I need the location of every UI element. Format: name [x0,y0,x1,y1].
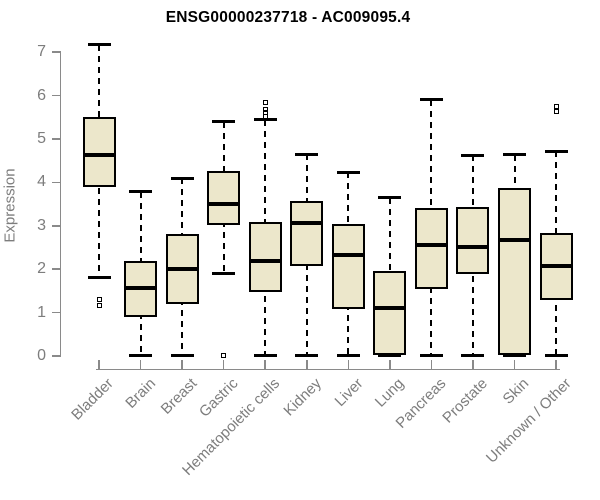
y-axis-tick-label: 5 [37,130,46,147]
x-axis-tick [472,360,474,369]
outlier-point [553,109,559,115]
whisker-cap-top [461,153,485,157]
iqr-box [456,206,490,274]
median-line [498,237,531,242]
whisker-cap-bottom [212,272,236,276]
y-axis-tick [52,138,61,140]
iqr-box [331,223,365,310]
y-axis-line [59,52,61,356]
x-axis-category-label: Breast [157,375,201,418]
y-axis-tick [52,51,61,53]
x-axis-tick [430,360,433,369]
median-line [82,153,116,158]
x-axis-category-label: Prostate [439,375,491,427]
y-axis-tick-label: 4 [37,173,46,191]
y-axis-tick [52,268,61,270]
median-line [414,243,448,248]
x-axis-category-label: Bladder [68,375,118,424]
x-axis-tick [139,360,142,369]
whisker-cap-top [544,149,568,153]
iqr-box [414,207,448,289]
y-axis-tick-label: 1 [37,303,46,321]
y-axis-tick [52,311,61,314]
median-line [207,202,241,207]
whisker-cap-bottom [419,353,443,357]
iqr-box [498,188,531,356]
x-axis-tick [222,360,225,369]
y-axis-tick-label: 2 [37,260,46,278]
median-line [331,253,365,258]
y-axis-tick [52,181,61,184]
outlier-point [96,303,102,309]
x-axis-category-label: Skin [499,375,533,408]
whisker-cap-bottom [336,353,360,357]
whisker-cap-bottom [544,353,568,357]
outlier-point [262,113,268,119]
chart-title: ENSG00000237718 - AC009095.4 [165,9,411,26]
whisker-cap-top [419,98,443,102]
iqr-box [290,200,324,266]
y-axis-tick-label: 0 [37,347,46,364]
outlier-point [96,297,102,303]
x-axis-tick [347,360,350,369]
median-line [165,267,199,272]
iqr-box [373,270,407,356]
whisker-cap-bottom [378,353,402,357]
whisker-cap-bottom [129,353,153,357]
y-axis-tick-label: 7 [37,43,46,61]
outlier-point [262,106,268,112]
median-line [456,244,490,249]
y-axis-label: Expression [1,168,19,243]
x-axis-category-label: Lung [372,375,408,411]
x-axis-category-label: Kidney [280,375,325,420]
outlier-point [221,352,227,358]
whisker-cap-top [503,153,526,157]
y-axis-tick [52,355,61,357]
whisker-cap-bottom [253,353,277,357]
whisker-cap-top [336,170,360,174]
x-axis-category-label: Liver [331,375,367,411]
whisker-cap-bottom [170,353,194,357]
whisker-cap-bottom [503,353,526,357]
x-axis-tick [389,360,391,369]
outlier-point [262,110,268,116]
x-axis-line [96,368,560,370]
outlier-point [262,99,268,105]
whisker-cap-top [378,196,402,200]
iqr-box [207,170,241,225]
x-axis-tick [513,360,516,369]
whisker-cap-top [129,190,153,194]
y-axis-tick-label: 3 [37,216,46,234]
y-axis-tick [52,225,61,227]
median-line [373,306,407,311]
x-axis-category-label: Brain [121,375,159,412]
x-axis-tick [264,360,266,369]
whisker-cap-top [295,152,319,156]
whisker-cap-top [87,43,111,47]
x-axis-tick [555,360,557,369]
whisker-cap-top [170,176,194,180]
whisker-cap-bottom [87,275,111,279]
median-line [539,264,573,269]
y-axis-tick-label: 6 [37,86,46,104]
whisker-cap-bottom [295,353,319,357]
outlier-point [553,103,559,109]
x-axis-tick [306,360,308,369]
x-axis-tick [181,360,183,369]
median-line [124,285,158,290]
whisker-cap-top [253,118,277,122]
whisker-cap-bottom [461,353,485,357]
iqr-box [248,222,282,292]
median-line [290,220,324,225]
whisker-cap-top [212,120,236,124]
y-axis-tick [52,94,61,97]
median-line [248,258,282,263]
x-axis-tick [98,360,100,369]
iqr-box [82,117,116,187]
